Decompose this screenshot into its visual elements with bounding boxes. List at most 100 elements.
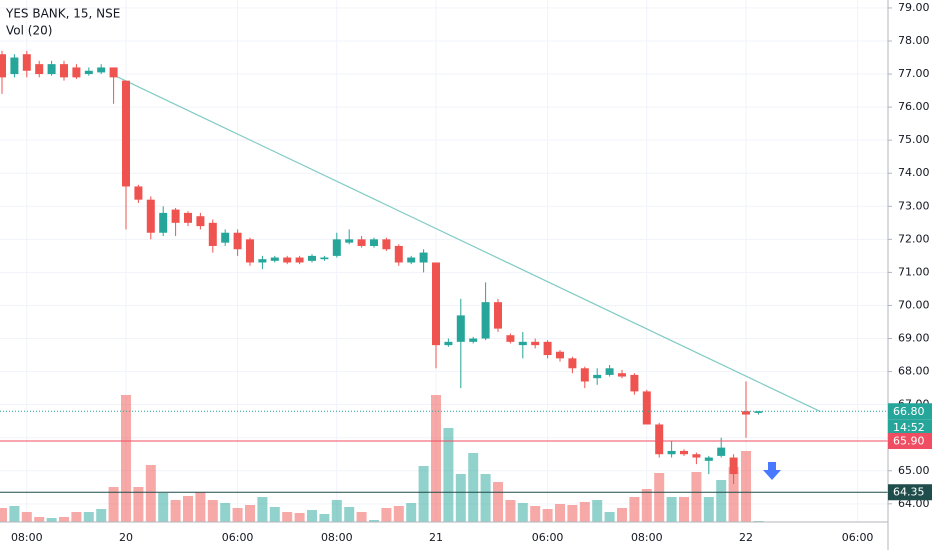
candle-body — [605, 368, 614, 375]
candle-body — [667, 450, 676, 455]
volume-bar — [517, 503, 528, 522]
volume-bar — [431, 395, 441, 522]
candle-body — [10, 57, 19, 75]
candle-body — [618, 373, 626, 377]
volume-bar — [356, 512, 367, 522]
volume-bar — [443, 428, 454, 522]
volume-bar — [505, 500, 516, 522]
volume-bar — [381, 508, 392, 522]
volume-bar — [183, 496, 193, 522]
volume-bar — [604, 512, 615, 522]
y-tick-label: 75.00 — [898, 133, 930, 146]
volume-bar — [679, 497, 689, 522]
x-tick-label: 08:00 — [631, 531, 663, 544]
candle-body — [208, 222, 217, 246]
candle-body — [580, 368, 589, 382]
candle-body — [692, 454, 701, 458]
y-tick-label: 72.00 — [898, 232, 930, 245]
volume-bar — [245, 505, 255, 522]
x-tick-label: 06:00 — [532, 531, 564, 544]
candle-body — [60, 64, 68, 78]
candle-body — [345, 239, 354, 243]
price-pane — [0, 50, 888, 493]
volume-bar — [418, 466, 429, 522]
price-label-box — [888, 403, 932, 420]
candle-body — [729, 457, 738, 475]
volume-bar — [728, 467, 739, 522]
volume-bar — [71, 512, 82, 522]
volume-bar — [307, 510, 317, 522]
volume-bar — [555, 504, 565, 522]
volume-bar — [455, 474, 466, 522]
candle-body — [543, 341, 552, 356]
y-tick-label: 73.00 — [898, 199, 930, 212]
volume-bar — [207, 500, 218, 522]
volume-bar — [567, 505, 578, 522]
candle-body — [754, 411, 763, 413]
y-tick-label: 78.00 — [898, 34, 930, 47]
volume-bar — [158, 493, 169, 522]
y-tick-label: 77.00 — [898, 67, 930, 80]
volume-bar — [319, 514, 330, 522]
volume-pane — [0, 395, 764, 522]
volume-bar — [282, 512, 293, 522]
volume-bar — [641, 489, 652, 522]
volume-bar — [344, 507, 355, 522]
candle-body — [704, 457, 713, 461]
candle-body — [283, 257, 292, 263]
volume-bar — [59, 517, 69, 522]
y-tick-label: 70.00 — [898, 298, 930, 311]
candle-body — [47, 64, 56, 75]
volume-bar — [34, 517, 45, 522]
volume-bar — [9, 506, 20, 522]
down-arrow-icon[interactable] — [763, 462, 781, 480]
candle-body — [159, 212, 168, 233]
x-tick-label: 21 — [429, 531, 443, 544]
volume-bar — [468, 453, 479, 522]
candle-body — [407, 257, 416, 263]
candle-body — [184, 212, 192, 223]
candle-body — [382, 239, 391, 250]
candle-body — [456, 315, 465, 342]
volume-bar — [121, 395, 131, 522]
volume-bar — [232, 508, 243, 522]
volume-bar — [96, 509, 107, 522]
volume-bar — [195, 492, 206, 522]
volume-bar — [579, 502, 590, 522]
y-tick-label: 74.00 — [898, 166, 930, 179]
candle-body — [109, 67, 118, 78]
x-tick-label: 08:00 — [321, 531, 353, 544]
candle-body — [97, 67, 106, 73]
y-tick-label: 69.00 — [898, 332, 930, 345]
candle-body — [258, 259, 267, 263]
price-label: 65.90 — [893, 435, 925, 448]
volume-bar — [406, 503, 417, 522]
candle-body — [35, 64, 44, 75]
x-tick-label: 22 — [739, 531, 753, 544]
candle-body — [444, 341, 453, 346]
candle-body — [233, 232, 242, 250]
chart-title: YES BANK, 15, NSE — [5, 7, 120, 21]
candle-body — [630, 374, 639, 392]
candle-body — [481, 302, 490, 339]
candle-body — [134, 186, 143, 200]
candle-body — [469, 338, 478, 342]
candle-body — [196, 216, 205, 227]
candle-body — [122, 80, 130, 187]
candle-body — [655, 424, 664, 455]
volume-bar — [145, 465, 156, 522]
trendline[interactable] — [113, 74, 821, 413]
volume-bar — [331, 500, 342, 522]
y-tick-label: 71.00 — [898, 265, 930, 278]
y-tick-label: 68.00 — [898, 365, 930, 378]
candle-body — [394, 245, 403, 263]
candle-body — [357, 239, 366, 246]
candle-body — [370, 239, 378, 246]
volume-bar — [654, 473, 665, 522]
candle-body — [72, 67, 81, 78]
volume-bar — [703, 497, 714, 522]
candle-body — [506, 335, 515, 342]
